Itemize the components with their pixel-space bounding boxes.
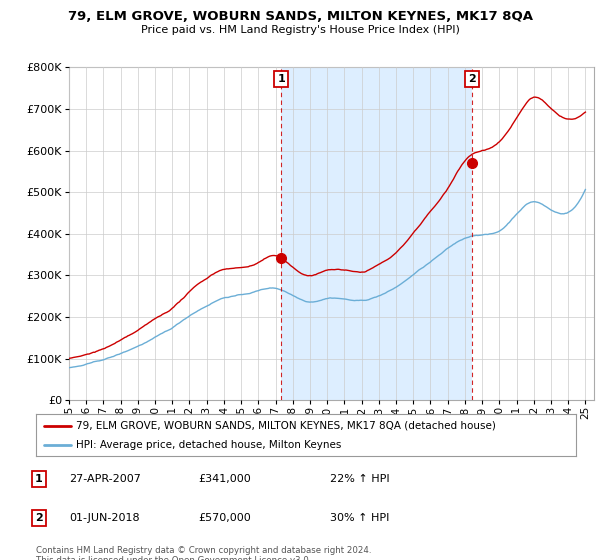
Text: Contains HM Land Registry data © Crown copyright and database right 2024.
This d: Contains HM Land Registry data © Crown c…	[36, 546, 371, 560]
Text: 30% ↑ HPI: 30% ↑ HPI	[330, 513, 389, 523]
Text: HPI: Average price, detached house, Milton Keynes: HPI: Average price, detached house, Milt…	[77, 440, 342, 450]
Text: £570,000: £570,000	[198, 513, 251, 523]
Text: 1: 1	[35, 474, 43, 484]
Text: 22% ↑ HPI: 22% ↑ HPI	[330, 474, 389, 484]
Text: £341,000: £341,000	[198, 474, 251, 484]
Text: Price paid vs. HM Land Registry's House Price Index (HPI): Price paid vs. HM Land Registry's House …	[140, 25, 460, 35]
Text: 2: 2	[35, 513, 43, 523]
Text: 79, ELM GROVE, WOBURN SANDS, MILTON KEYNES, MK17 8QA: 79, ELM GROVE, WOBURN SANDS, MILTON KEYN…	[67, 10, 533, 22]
Text: 79, ELM GROVE, WOBURN SANDS, MILTON KEYNES, MK17 8QA (detached house): 79, ELM GROVE, WOBURN SANDS, MILTON KEYN…	[77, 421, 496, 431]
Text: 2: 2	[468, 74, 476, 84]
Bar	[281, 67, 472, 400]
Text: 1: 1	[277, 74, 285, 84]
Text: 01-JUN-2018: 01-JUN-2018	[69, 513, 140, 523]
Text: 27-APR-2007: 27-APR-2007	[69, 474, 141, 484]
